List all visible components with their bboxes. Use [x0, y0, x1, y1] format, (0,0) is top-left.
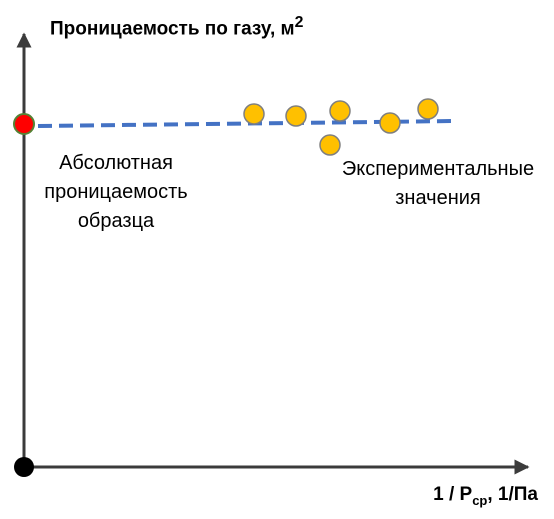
x-axis-title: 1 / Pср, 1/Па [433, 484, 538, 508]
experimental-point [329, 100, 351, 122]
x-axis-title-subscript: ср [472, 493, 488, 508]
experimental-values-label: Экспериментальные значения [328, 155, 548, 213]
y-axis-title: Проницаемость по газу, м2 [50, 14, 303, 40]
experimental-label-line: Экспериментальные [341, 158, 535, 180]
origin-point [14, 457, 34, 477]
experimental-label-line: значения [395, 187, 481, 209]
experimental-point [243, 103, 265, 125]
absolute-permeability-point [13, 113, 35, 135]
experimental-point [417, 98, 439, 120]
x-axis-title-suffix: , 1/Па [487, 484, 538, 505]
absolute-label-line: Абсолютная [59, 152, 173, 174]
experimental-points [243, 98, 439, 156]
absolute-label-line: проницаемость [44, 181, 188, 203]
absolute-permeability-label: Абсолютная проницаемость образца [26, 149, 206, 236]
x-axis-title-prefix: 1 / P [433, 484, 473, 505]
experimental-point [379, 112, 401, 134]
experimental-point [319, 134, 341, 156]
experimental-point [285, 105, 307, 127]
absolute-label-line: образца [77, 210, 155, 232]
y-axis-title-exponent: 2 [294, 14, 304, 31]
y-axis-title-text: Проницаемость по газу, м [50, 18, 295, 40]
